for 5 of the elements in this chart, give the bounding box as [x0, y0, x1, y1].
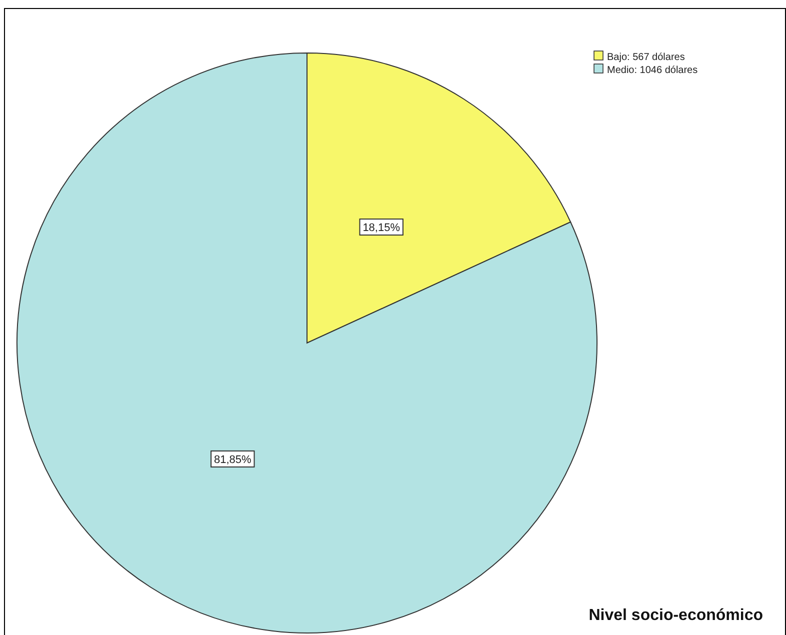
data-label: 18,15%: [362, 222, 400, 234]
legend-label: Bajo: 567 dólares: [607, 52, 685, 63]
data-label: 81,85%: [214, 454, 252, 466]
legend-label: Medio: 1046 dólares: [607, 65, 698, 76]
text: Nivel socio-económico: [588, 607, 764, 624]
